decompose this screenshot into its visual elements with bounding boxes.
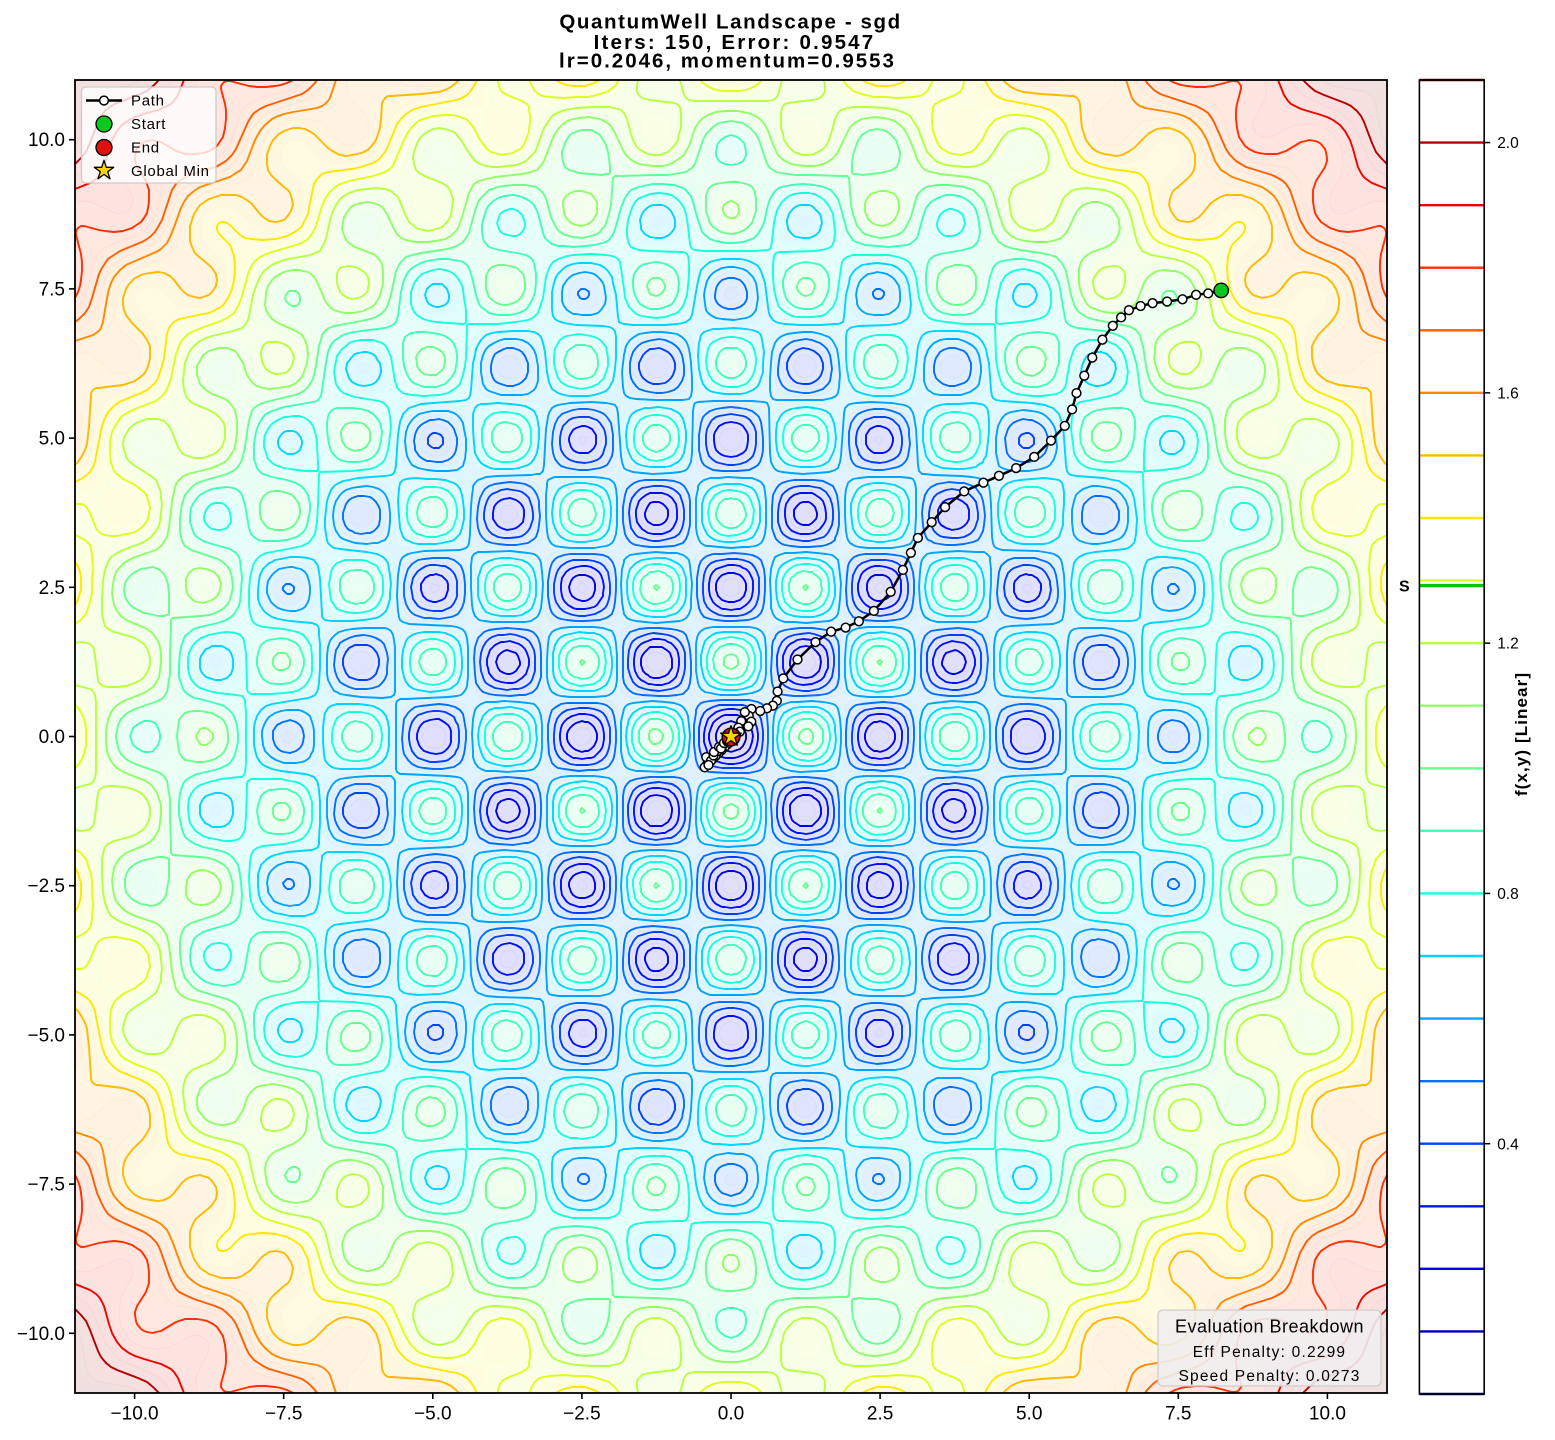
svg-text:5.0: 5.0	[39, 429, 65, 450]
svg-text:−5.0: −5.0	[27, 1025, 65, 1046]
svg-text:−7.5: −7.5	[265, 1404, 303, 1425]
svg-text:7.5: 7.5	[39, 279, 65, 300]
svg-text:10.0: 10.0	[1309, 1404, 1346, 1425]
svg-text:−2.5: −2.5	[563, 1404, 601, 1425]
svg-text:−2.5: −2.5	[27, 876, 65, 897]
svg-text:Global Min: Global Min	[131, 163, 210, 180]
svg-text:−5.0: −5.0	[414, 1404, 452, 1425]
svg-text:QuantumWell Landscape - sgd: QuantumWell Landscape - sgd	[559, 11, 901, 34]
svg-text:lr=0.2046, momentum=0.9553: lr=0.2046, momentum=0.9553	[559, 50, 896, 73]
svg-text:5.0: 5.0	[1016, 1404, 1042, 1425]
svg-text:2.5: 2.5	[867, 1404, 893, 1425]
svg-text:0.0: 0.0	[39, 727, 65, 748]
svg-text:S: S	[1399, 579, 1410, 596]
svg-text:0.8: 0.8	[1497, 886, 1519, 903]
svg-text:7.5: 7.5	[1165, 1404, 1191, 1425]
svg-text:−7.5: −7.5	[27, 1175, 65, 1196]
svg-text:−10.0: −10.0	[17, 1324, 65, 1345]
svg-text:−10.0: −10.0	[111, 1404, 159, 1425]
svg-text:Path: Path	[131, 93, 165, 110]
svg-text:Iters: 150, Error: 0.9547: Iters: 150, Error: 0.9547	[594, 31, 876, 54]
svg-text:1.2: 1.2	[1497, 636, 1519, 653]
svg-text:0.0: 0.0	[718, 1404, 744, 1425]
svg-text:Evaluation Breakdown: Evaluation Breakdown	[1175, 1317, 1364, 1337]
svg-text:2.0: 2.0	[1497, 135, 1519, 152]
svg-text:f(x,y) [Linear]: f(x,y) [Linear]	[1512, 672, 1531, 796]
svg-text:10.0: 10.0	[28, 130, 65, 151]
svg-text:End: End	[131, 140, 160, 157]
svg-text:0.4: 0.4	[1497, 1136, 1519, 1153]
svg-text:Eff Penalty: 0.2299: Eff Penalty: 0.2299	[1193, 1344, 1347, 1361]
svg-text:Start: Start	[131, 116, 166, 133]
svg-text:Speed Penalty: 0.0273: Speed Penalty: 0.0273	[1178, 1368, 1360, 1385]
svg-text:1.6: 1.6	[1497, 385, 1519, 402]
svg-text:2.5: 2.5	[39, 578, 65, 599]
